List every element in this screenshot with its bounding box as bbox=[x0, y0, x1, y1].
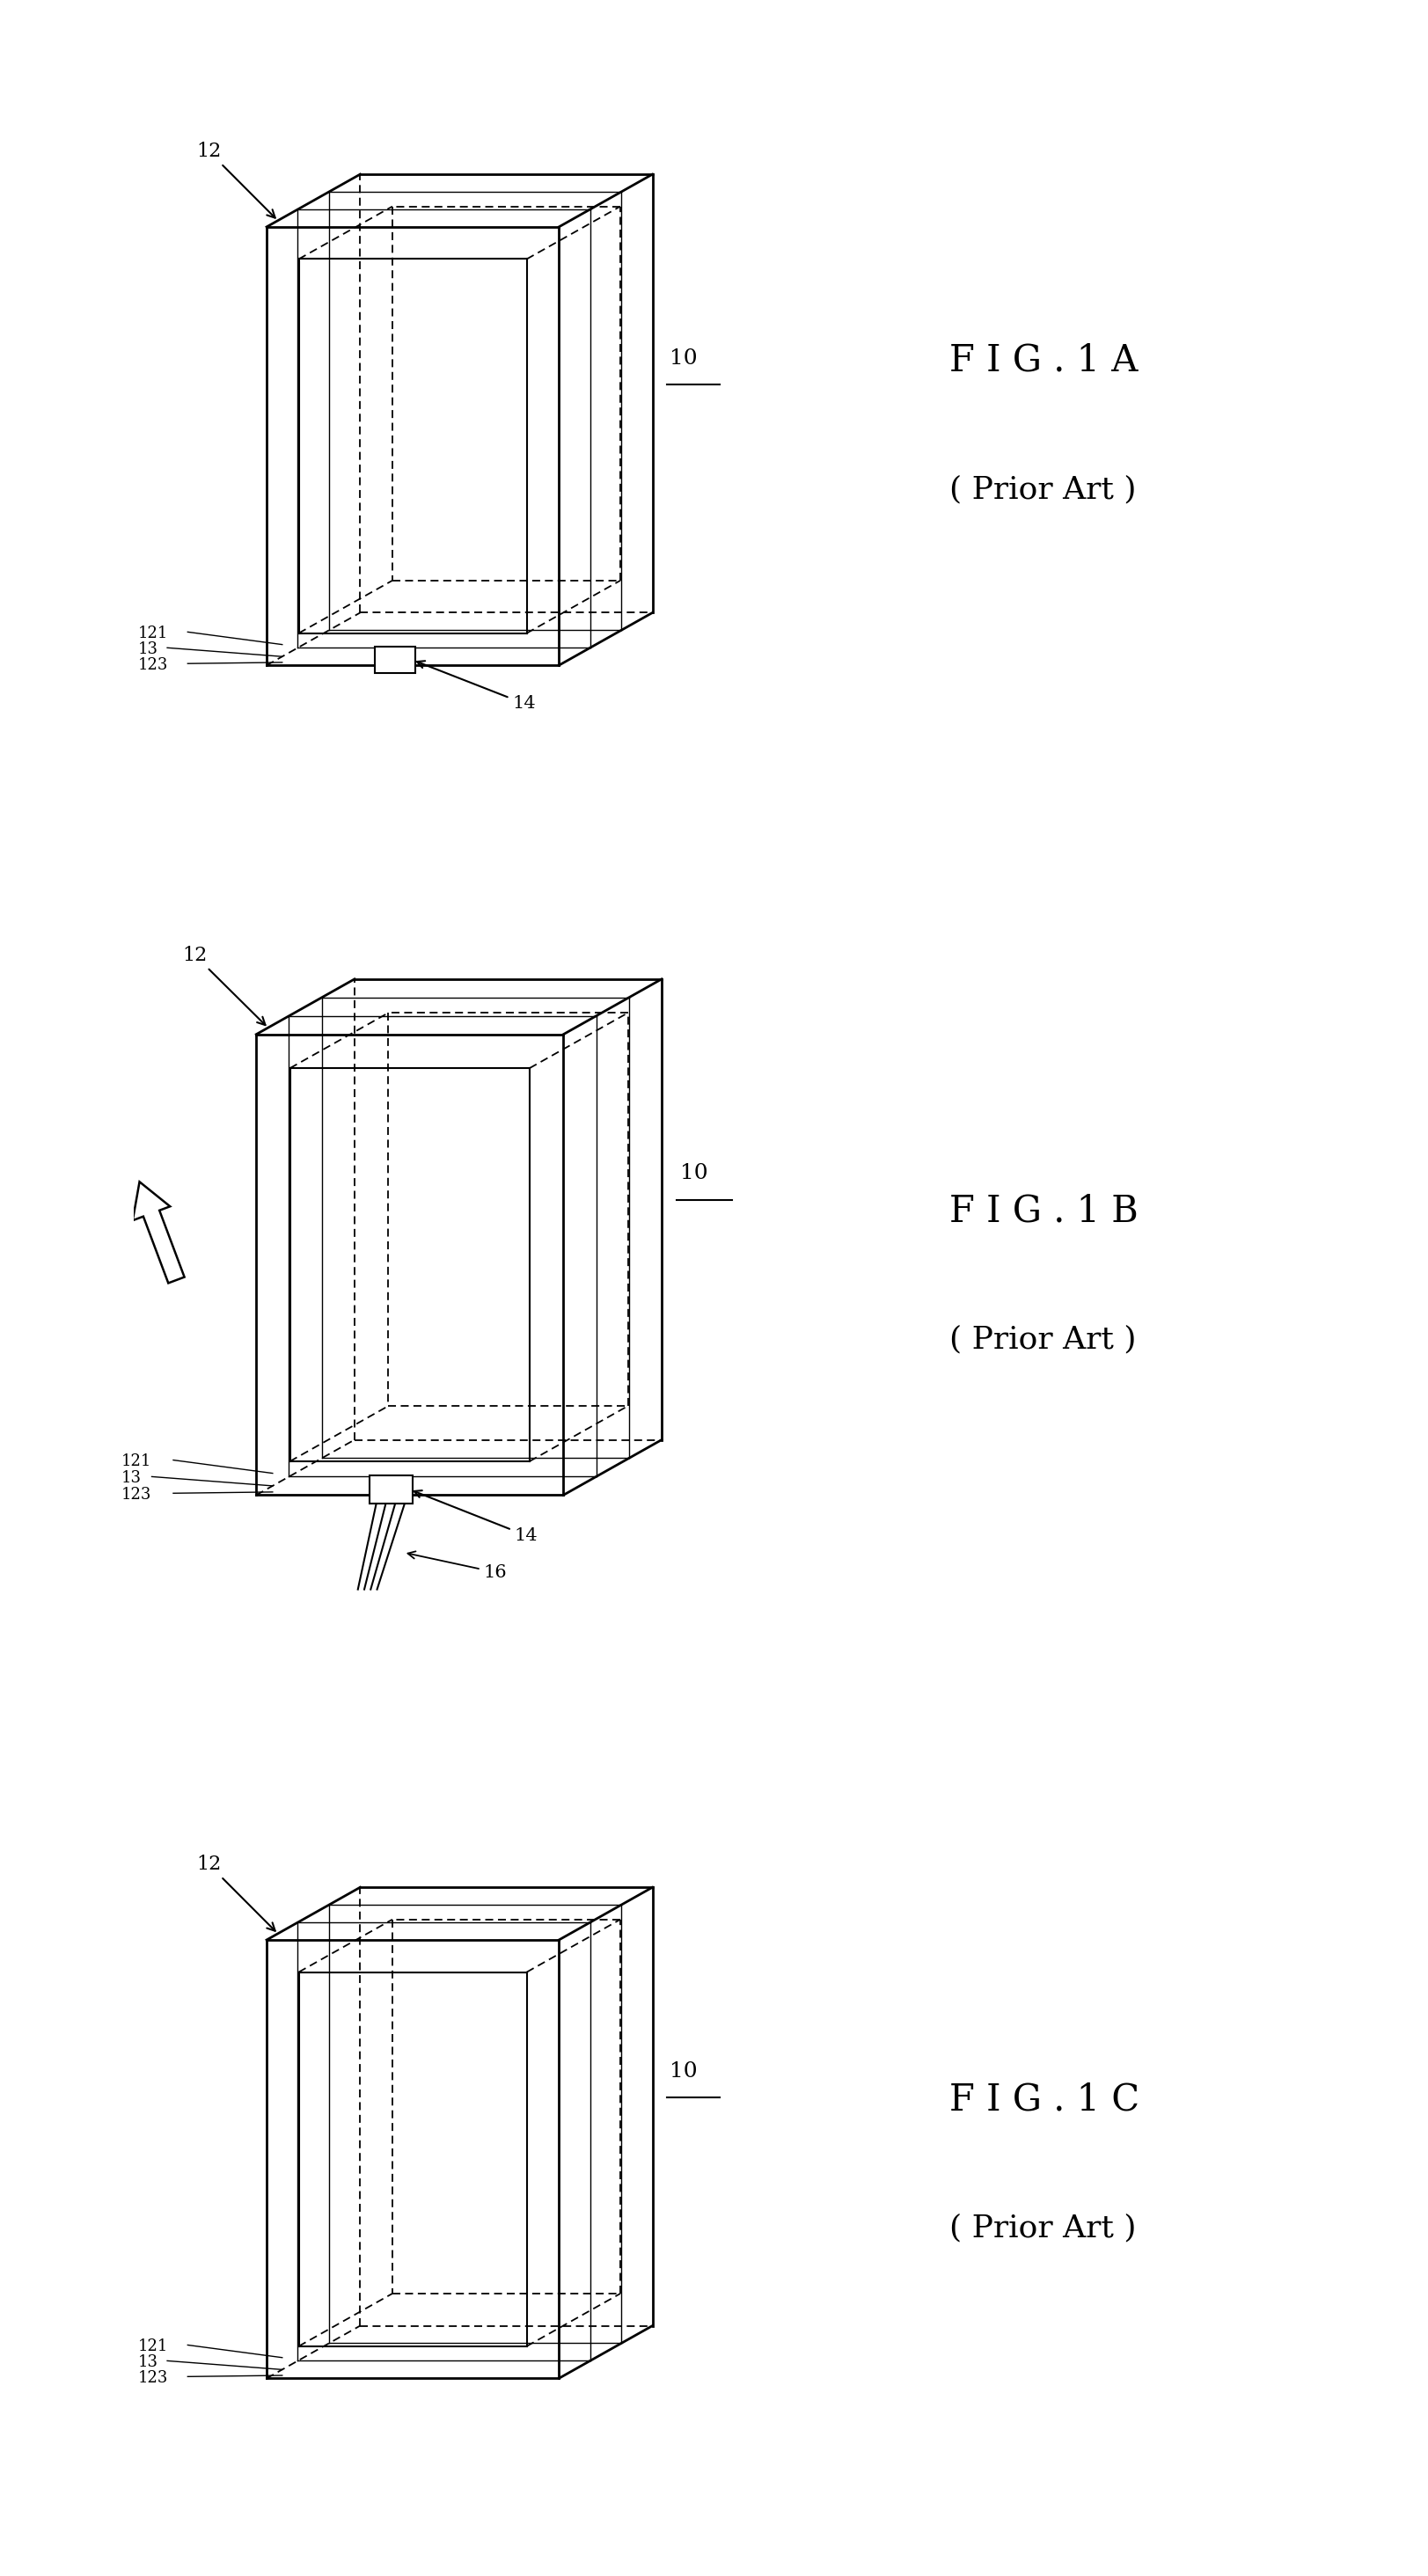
Text: F I G . 1 B: F I G . 1 B bbox=[950, 1193, 1138, 1229]
Text: ( Prior Art ): ( Prior Art ) bbox=[950, 474, 1137, 505]
Text: 12: 12 bbox=[197, 1855, 276, 1932]
Text: F I G . 1 A: F I G . 1 A bbox=[950, 343, 1138, 379]
Text: 10: 10 bbox=[670, 348, 698, 368]
Text: 123: 123 bbox=[139, 2370, 169, 2385]
Text: 13: 13 bbox=[121, 1471, 141, 1486]
Text: 13: 13 bbox=[139, 641, 159, 657]
Text: 14: 14 bbox=[414, 1492, 538, 1543]
Text: F I G . 1 C: F I G . 1 C bbox=[950, 2081, 1140, 2117]
Text: 14: 14 bbox=[417, 662, 536, 711]
Text: 10: 10 bbox=[670, 2061, 698, 2081]
Text: 121: 121 bbox=[139, 626, 169, 641]
Text: ( Prior Art ): ( Prior Art ) bbox=[950, 2213, 1137, 2244]
Text: ( Prior Art ): ( Prior Art ) bbox=[950, 1324, 1137, 1355]
Text: 12: 12 bbox=[197, 142, 276, 219]
Bar bbox=[374, 647, 416, 672]
Text: 121: 121 bbox=[139, 2339, 169, 2354]
Text: 12: 12 bbox=[183, 945, 266, 1025]
Text: 13: 13 bbox=[139, 2354, 159, 2370]
Bar bbox=[370, 1476, 413, 1504]
Text: 16: 16 bbox=[408, 1551, 507, 1582]
Text: 123: 123 bbox=[121, 1486, 151, 1502]
FancyArrow shape bbox=[133, 1182, 184, 1283]
Text: 123: 123 bbox=[139, 657, 169, 672]
Text: 121: 121 bbox=[121, 1453, 151, 1468]
Text: 10: 10 bbox=[680, 1162, 708, 1182]
